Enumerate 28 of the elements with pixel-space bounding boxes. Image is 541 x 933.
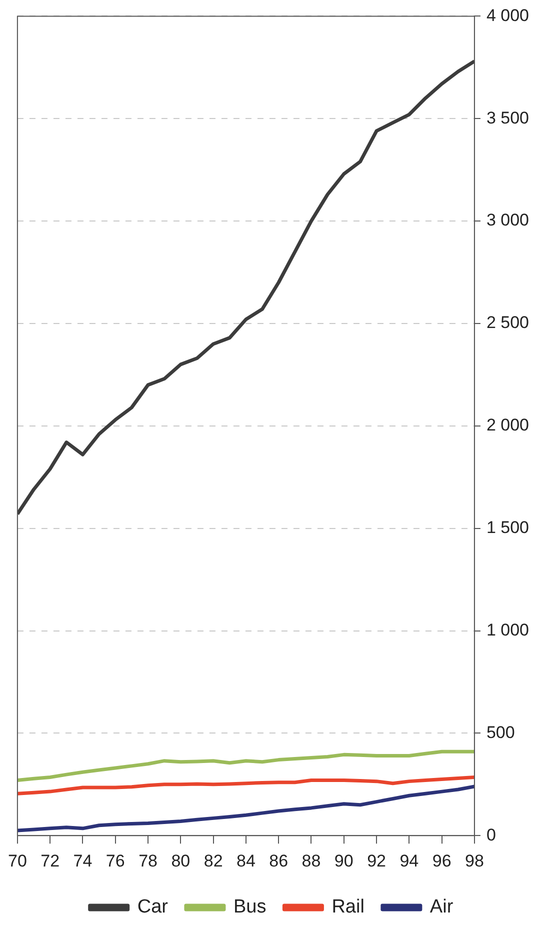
legend-label: Air (430, 896, 454, 918)
y-tick-label: 500 (486, 722, 515, 742)
y-tick-label: 3 500 (486, 108, 530, 128)
legend-label: Rail (332, 896, 364, 918)
x-tick-label: 82 (204, 851, 223, 870)
y-tick-label: 3 000 (486, 210, 530, 230)
y-tick-label: 1 000 (486, 620, 530, 640)
y-tick-label: 2 500 (486, 313, 530, 332)
x-tick-label: 94 (400, 851, 419, 870)
x-tick-label: 76 (106, 851, 125, 870)
x-tick-label: 80 (171, 851, 190, 870)
x-tick-label: 98 (465, 851, 484, 870)
x-tick-label: 96 (432, 851, 452, 870)
x-tick-label: 92 (367, 851, 386, 870)
x-tick-label: 78 (138, 851, 158, 870)
y-tick-label: 2 000 (486, 416, 530, 435)
x-tick-label: 84 (236, 851, 256, 870)
x-tick-label: 88 (302, 851, 321, 870)
x-tick-label: 72 (40, 851, 60, 870)
x-tick-label: 74 (73, 851, 92, 870)
x-tick-label: 90 (334, 851, 354, 870)
y-tick-label: 0 (486, 825, 496, 844)
x-tick-label: 86 (269, 851, 288, 870)
y-tick-label: 4 000 (486, 6, 530, 25)
legend-label: Car (137, 896, 169, 918)
x-tick-label: 70 (8, 851, 27, 870)
legend-label: Bus (233, 896, 266, 918)
y-tick-label: 1 500 (486, 518, 530, 538)
